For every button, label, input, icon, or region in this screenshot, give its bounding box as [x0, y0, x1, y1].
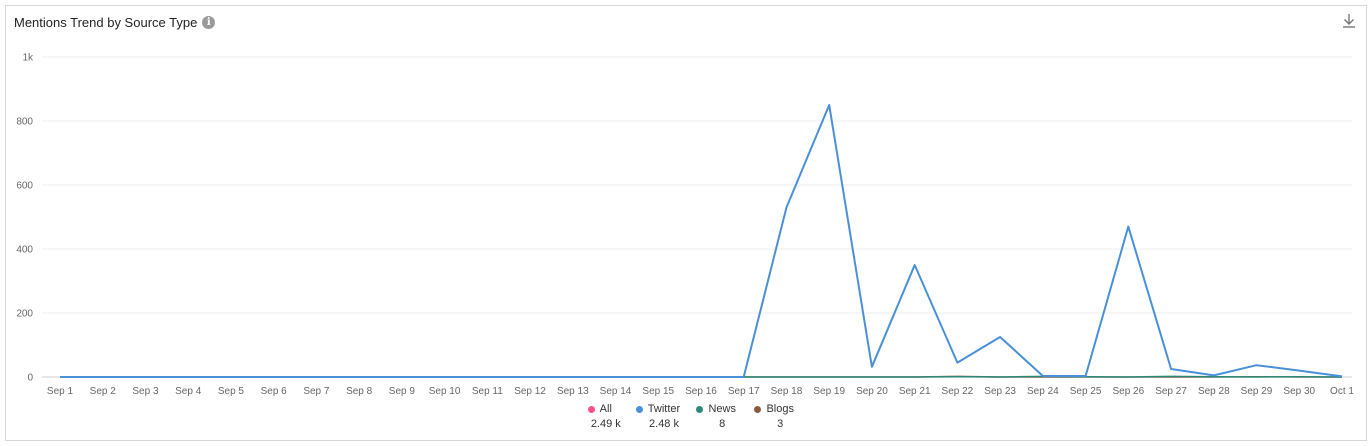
legend-dot — [696, 405, 704, 413]
legend-dot — [587, 405, 595, 413]
x-tick-label: Sep 20 — [856, 386, 888, 397]
info-icon[interactable]: i — [202, 16, 216, 29]
x-tick-label: Sep 10 — [429, 386, 461, 397]
legend-item-all[interactable]: All 2.49 k — [578, 403, 622, 430]
chart-legend: All 2.49 k Twitter 2.48 k News 8 Blogs 3 — [6, 403, 1368, 430]
x-tick-label: Sep 1 — [47, 386, 74, 397]
x-tick-label: Sep 9 — [389, 386, 416, 397]
legend-item-twitter[interactable]: Twitter 2.48 k — [635, 403, 681, 430]
x-tick-label: Sep 2 — [90, 386, 117, 397]
legend-label: Blogs — [766, 403, 794, 415]
x-tick-label: Sep 15 — [642, 386, 674, 397]
x-tick-label: Sep 16 — [685, 386, 717, 397]
y-tick-label: 600 — [16, 181, 33, 192]
legend-dot — [754, 405, 762, 413]
x-tick-label: Oct 1 — [1330, 386, 1354, 397]
x-tick-label: Sep 11 — [472, 386, 503, 397]
y-tick-label: 800 — [16, 117, 33, 128]
x-tick-label: Sep 25 — [1070, 386, 1102, 397]
y-axis-ticks: 0 200 400 600 800 1k — [16, 53, 34, 384]
legend-dot — [635, 405, 643, 413]
legend-count: 8 — [719, 418, 726, 430]
download-icon[interactable] — [1340, 12, 1358, 30]
series-line-twitter[interactable] — [60, 104, 1343, 378]
legend-count: 2.48 k — [649, 418, 679, 430]
mentions-trend-card: Mentions Trend by Source Type i 0 200 400 6… — [5, 5, 1367, 441]
x-tick-label: Sep 13 — [557, 386, 589, 397]
legend-label: News — [708, 403, 736, 415]
x-tick-label: Sep 23 — [984, 386, 1016, 397]
legend-count: 3 — [777, 418, 784, 430]
y-tick-label: 400 — [16, 245, 33, 256]
x-tick-label: Sep 8 — [346, 386, 373, 397]
x-tick-label: Sep 6 — [261, 386, 288, 397]
y-tick-label: 0 — [27, 373, 33, 384]
series-lines — [60, 104, 1343, 378]
x-tick-label: Sep 3 — [132, 386, 159, 397]
legend-label: All — [599, 403, 612, 415]
x-tick-label: Sep 17 — [728, 386, 760, 397]
y-tick-label: 200 — [16, 309, 33, 320]
x-tick-label: Sep 7 — [303, 386, 330, 397]
y-tick-label: 1k — [22, 53, 34, 64]
x-tick-label: Sep 24 — [1027, 386, 1059, 397]
x-tick-label: Sep 29 — [1241, 386, 1273, 397]
x-tick-label: Sep 19 — [813, 386, 845, 397]
chart-title: Mentions Trend by Source Type — [14, 15, 198, 30]
x-tick-label: Sep 22 — [942, 386, 974, 397]
x-tick-label: Sep 30 — [1283, 386, 1315, 397]
x-tick-label: Sep 26 — [1112, 386, 1144, 397]
card-header: Mentions Trend by Source Type i — [14, 15, 216, 30]
legend-label: Twitter — [647, 403, 681, 415]
legend-count: 2.49 k — [590, 418, 621, 430]
legend-item-news[interactable]: News 8 — [694, 403, 738, 430]
x-tick-label: Sep 5 — [218, 386, 245, 397]
x-tick-label: Sep 28 — [1198, 386, 1230, 397]
x-tick-label: Sep 21 — [899, 386, 931, 397]
grid-lines — [42, 56, 1352, 378]
legend-item-blogs[interactable]: Blogs 3 — [752, 403, 796, 430]
x-tick-label: Sep 18 — [771, 386, 803, 397]
x-axis-ticks: Sep 1 Sep 2 Sep 3 Sep 4 Sep 5 Sep 6 Sep 7 Sep 8… — [47, 386, 1354, 397]
x-tick-label: Sep 27 — [1155, 386, 1187, 397]
x-tick-label: Sep 4 — [175, 386, 202, 397]
x-tick-label: Sep 12 — [514, 386, 546, 397]
x-tick-label: Sep 14 — [600, 386, 632, 397]
